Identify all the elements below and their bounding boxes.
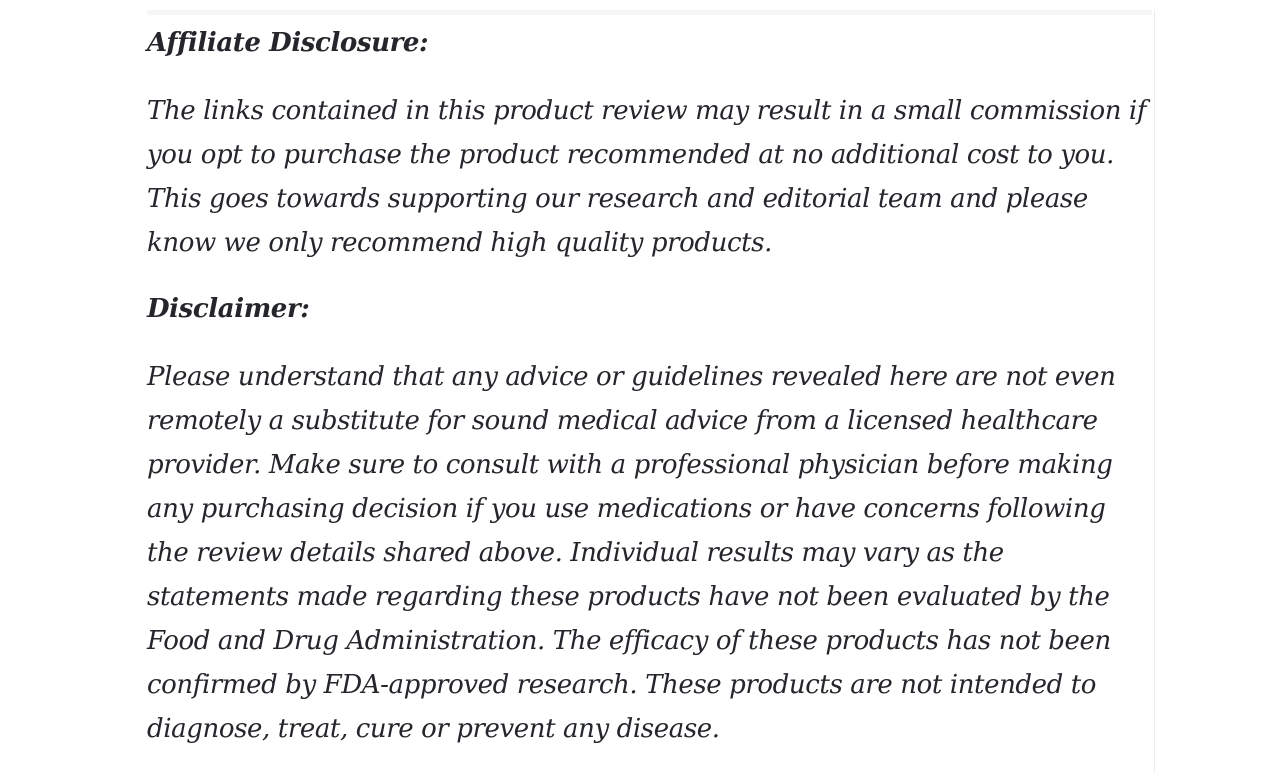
article-content: Affiliate Disclosure: The links containe… [147,10,1155,773]
content-top-divider [147,10,1152,15]
disclaimer-paragraph: Please understand that any advice or gui… [147,362,1116,744]
affiliate-disclosure-heading: Affiliate Disclosure: [147,28,429,58]
disclaimer-heading: Disclaimer: [147,294,310,324]
affiliate-disclosure-paragraph: The links contained in this product revi… [147,96,1147,258]
